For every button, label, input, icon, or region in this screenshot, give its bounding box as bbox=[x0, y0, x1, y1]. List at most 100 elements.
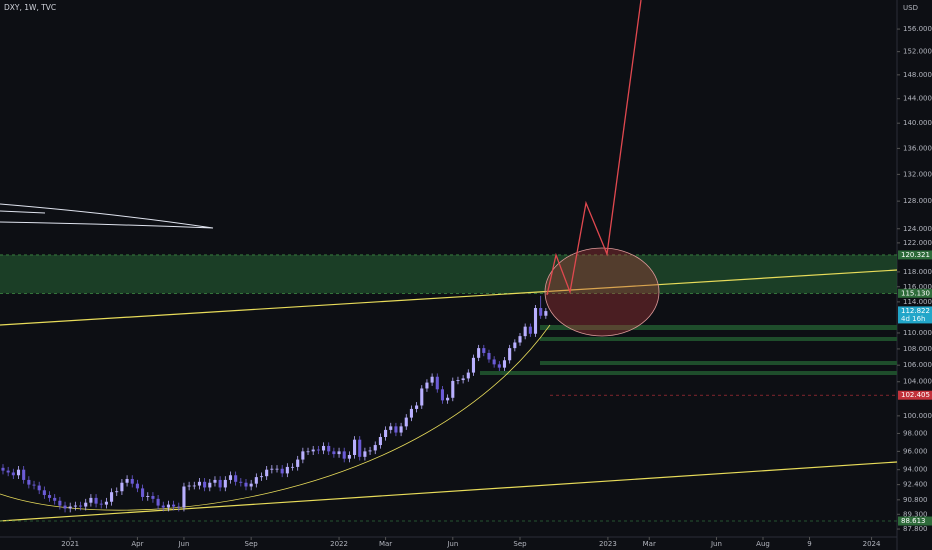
level-bar bbox=[540, 325, 897, 330]
y-tick-label: 148.000 bbox=[903, 71, 932, 79]
chart-title: DXY, 1W, TVC bbox=[4, 3, 56, 12]
candle-body bbox=[316, 449, 320, 451]
price-label-box bbox=[898, 516, 932, 526]
candle-body bbox=[156, 498, 160, 506]
candle-body bbox=[399, 426, 403, 433]
candle-body bbox=[16, 469, 21, 476]
candle-body bbox=[115, 491, 119, 493]
candle-body bbox=[244, 482, 248, 487]
candle-body bbox=[249, 483, 253, 487]
price-label-box bbox=[898, 390, 932, 400]
candle-body bbox=[415, 405, 419, 409]
price-label: 120.321 bbox=[901, 251, 930, 259]
y-tick-label: 110.000 bbox=[903, 329, 932, 337]
y-tick-label: 116.000 bbox=[903, 283, 932, 291]
candle-body bbox=[161, 505, 165, 508]
y-tick-label: 94.000 bbox=[903, 466, 928, 474]
y-tick-label: 100.000 bbox=[903, 412, 932, 420]
candle-body bbox=[420, 388, 424, 406]
candle-body bbox=[125, 478, 129, 483]
candle-body bbox=[213, 479, 217, 483]
candle-body bbox=[94, 497, 98, 504]
x-tick-label: 2021 bbox=[61, 540, 79, 548]
candle-body bbox=[135, 483, 139, 489]
countdown: 4d 16h bbox=[901, 315, 925, 323]
candle-body bbox=[53, 497, 57, 501]
candle-body bbox=[446, 397, 450, 401]
candle-body bbox=[182, 486, 186, 508]
candle-body bbox=[197, 481, 202, 486]
candle-body bbox=[487, 352, 491, 360]
candle-body bbox=[68, 506, 72, 509]
candle-body bbox=[461, 378, 465, 381]
price-label: 115.130 bbox=[901, 289, 930, 297]
candle-body bbox=[285, 466, 289, 474]
candle-body bbox=[223, 479, 227, 488]
candle-body bbox=[378, 436, 382, 446]
candle-body bbox=[311, 449, 315, 452]
candle-body bbox=[192, 485, 196, 487]
candle-body bbox=[151, 495, 155, 499]
candle-body bbox=[203, 481, 207, 488]
candle-body bbox=[508, 348, 512, 361]
x-tick-label: 9 bbox=[807, 540, 811, 548]
candle-body bbox=[73, 505, 77, 507]
candle-body bbox=[451, 380, 455, 398]
candle-body bbox=[518, 336, 522, 343]
y-tick-label: 136.000 bbox=[903, 144, 932, 152]
y-tick-label: 156.000 bbox=[903, 25, 932, 33]
candle-body bbox=[22, 469, 26, 480]
x-tick-label: 2024 bbox=[863, 540, 881, 548]
candle-body bbox=[477, 348, 481, 358]
y-tick-label: 108.000 bbox=[903, 345, 932, 353]
price-label: 112.822 bbox=[901, 307, 930, 315]
candle-body bbox=[409, 408, 413, 418]
x-tick-label: Sep bbox=[513, 540, 527, 548]
candle-body bbox=[110, 492, 114, 502]
candle-body bbox=[239, 481, 243, 483]
candle-body bbox=[166, 504, 170, 508]
candle-body bbox=[27, 479, 31, 485]
y-tick-label: 152.000 bbox=[903, 48, 932, 56]
candle-body bbox=[528, 326, 532, 334]
y-tick-label: 90.800 bbox=[903, 496, 928, 504]
candle-body bbox=[37, 485, 41, 491]
candle-body bbox=[177, 506, 181, 508]
x-tick-label: 2023 bbox=[599, 540, 617, 548]
candle-body bbox=[99, 503, 103, 505]
price-label-box bbox=[898, 306, 932, 324]
y-tick-label: 98.000 bbox=[903, 429, 928, 437]
candle-body bbox=[259, 476, 264, 478]
candle-body bbox=[78, 505, 83, 507]
candle-body bbox=[544, 311, 548, 316]
zone bbox=[0, 254, 897, 294]
candle-body bbox=[228, 475, 233, 480]
y-tick-label: 92.400 bbox=[903, 481, 928, 489]
candle-body bbox=[234, 475, 238, 482]
candle-body bbox=[321, 445, 326, 451]
level-bar bbox=[540, 361, 897, 365]
candle-body bbox=[58, 500, 62, 506]
candle-body bbox=[513, 342, 517, 349]
candle-body bbox=[539, 308, 543, 316]
curve bbox=[0, 210, 46, 214]
candle-body bbox=[502, 360, 507, 368]
candle-body bbox=[368, 450, 372, 452]
x-tick-label: Jun bbox=[710, 540, 722, 548]
curve bbox=[0, 324, 551, 511]
candle-body bbox=[492, 359, 496, 365]
candle-body bbox=[218, 479, 222, 488]
x-tick-label: Mar bbox=[643, 540, 656, 548]
x-tick-label: Jun bbox=[446, 540, 458, 548]
price-label: 102.405 bbox=[901, 391, 930, 399]
level-bar bbox=[540, 337, 897, 341]
candle-body bbox=[363, 451, 367, 457]
candle-body bbox=[384, 429, 388, 437]
candle-body bbox=[456, 380, 460, 381]
y-tick-label: 87.800 bbox=[903, 525, 928, 533]
x-tick-label: Aug bbox=[756, 540, 770, 548]
candle-body bbox=[425, 382, 429, 389]
candle-body bbox=[42, 490, 46, 496]
x-tick-label: Apr bbox=[131, 540, 143, 548]
x-tick-label: Jun bbox=[177, 540, 189, 548]
